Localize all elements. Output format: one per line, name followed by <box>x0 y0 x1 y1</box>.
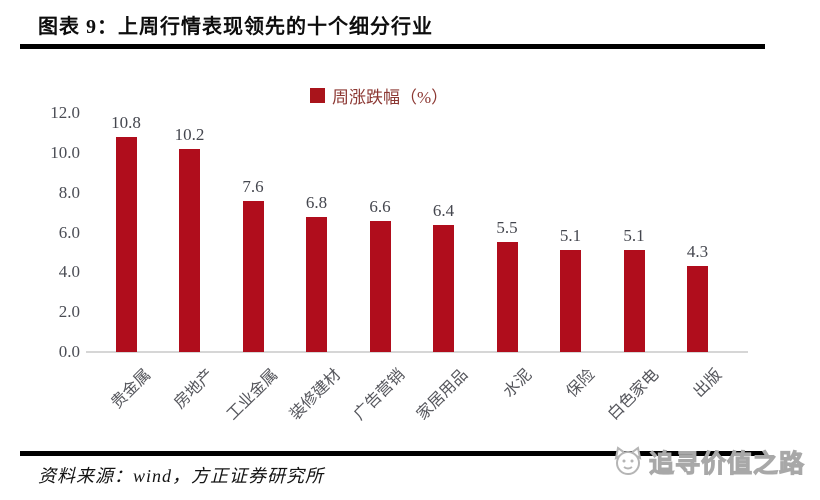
bar-白色家电 <box>623 250 645 352</box>
bar-水泥 <box>496 242 518 352</box>
bar-出版 <box>687 266 708 352</box>
x-category-label: 水泥 <box>500 366 536 401</box>
x-category-label: 家居用品 <box>414 366 472 424</box>
y-tick-label: 0.0 <box>58 342 80 361</box>
bar-value-label: 6.8 <box>305 192 328 212</box>
data-source-note: 资料来源：wind，方正证券研究所 <box>38 466 325 486</box>
bar-value-label: 6.6 <box>369 196 391 216</box>
footer-divider-rule <box>20 451 765 456</box>
bar-装修建材 <box>306 216 327 352</box>
bar-工业金属 <box>242 200 264 352</box>
x-axis-line <box>86 351 748 353</box>
y-tick-label: 2.0 <box>58 302 80 322</box>
bar-广告营销 <box>369 220 391 352</box>
bar-value-label: 4.3 <box>686 242 709 262</box>
bar-value-label: 7.6 <box>242 176 264 196</box>
x-category-label: 装修建材 <box>287 366 345 424</box>
y-tick-label: 4.0 <box>58 262 80 282</box>
x-category-label: 广告营销 <box>350 366 409 424</box>
y-tick-label: 6.0 <box>58 222 80 242</box>
bar-value-label: 5.1 <box>623 226 645 246</box>
x-category-label: 出版 <box>691 366 726 401</box>
title-divider-rule <box>20 44 765 49</box>
bar-value-label: 10.8 <box>111 112 141 132</box>
watermark-text: 追寻价值之路 <box>648 451 806 479</box>
bar-value-label: 5.1 <box>559 226 582 246</box>
y-tick-label: 12.0 <box>50 103 80 122</box>
x-category-label: 保险 <box>564 366 599 401</box>
bar-贵金属 <box>115 136 137 352</box>
bar-家居用品 <box>433 224 454 352</box>
chart-legend: 周涨跌幅（%） <box>310 83 448 108</box>
bar-value-label: 5.5 <box>496 218 518 238</box>
bar-value-label: 10.2 <box>174 124 205 144</box>
y-tick-label: 8.0 <box>58 182 80 202</box>
x-category-label: 贵金属 <box>108 366 155 413</box>
legend-label: 周涨跌幅（%） <box>332 88 449 107</box>
cat-face-icon <box>614 446 642 475</box>
bar-value-label: 6.4 <box>432 200 455 220</box>
bar-房地产 <box>179 148 200 352</box>
y-tick-label: 10.0 <box>50 142 80 162</box>
bar-保险 <box>560 250 581 352</box>
x-category-label: 工业金属 <box>223 366 282 424</box>
x-category-label: 白色家电 <box>604 366 663 424</box>
figure-title: 图表 9：上周行情表现领先的十个细分行业 <box>38 16 433 38</box>
x-category-label: 房地产 <box>171 366 218 413</box>
legend-swatch-icon <box>310 88 325 103</box>
watermark: 追寻价值之路 <box>612 444 805 480</box>
